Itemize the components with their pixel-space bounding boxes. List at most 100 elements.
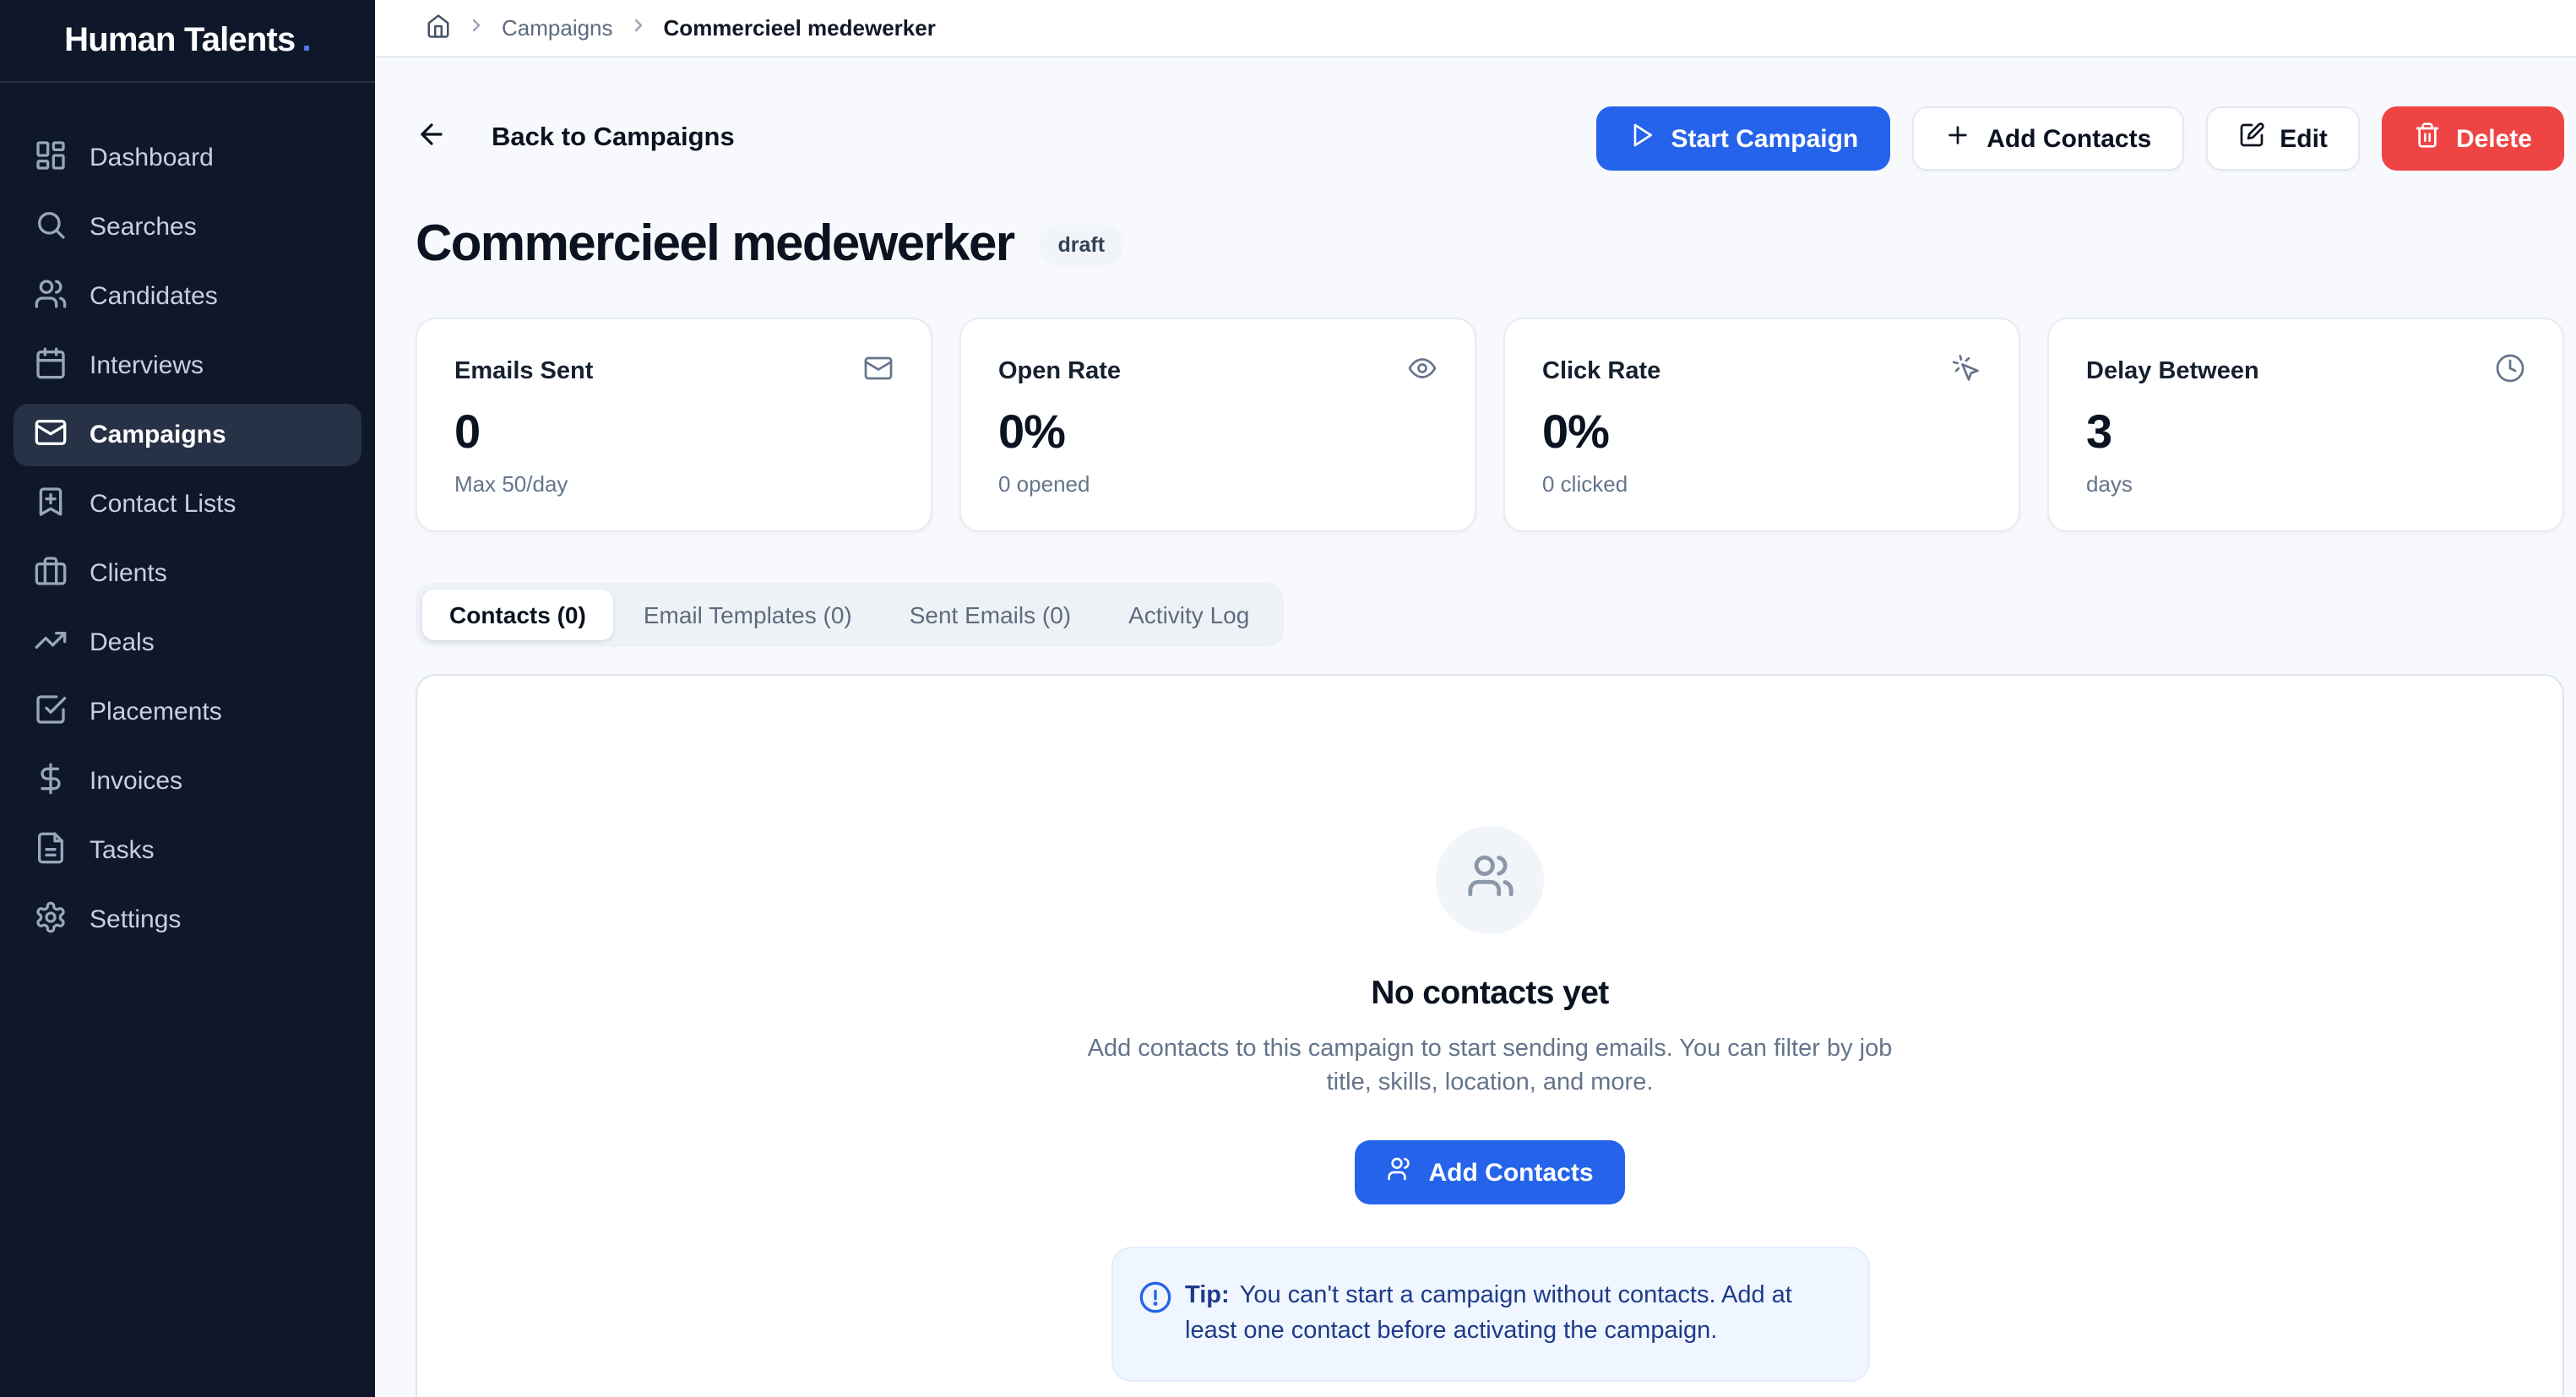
sidebar-item-label: Campaigns: [90, 421, 226, 449]
calendar-icon: [34, 345, 68, 386]
brand-logo: Human Talents.: [0, 0, 375, 83]
sidebar-item-searches[interactable]: Searches: [14, 196, 361, 258]
sidebar-item-label: Searches: [90, 213, 197, 242]
users-icon: [34, 276, 68, 317]
page-title: Commercieel medewerker: [416, 216, 1015, 272]
stat-cards: Emails Sent 0 Max 50/day Open Rate 0% 0 …: [416, 318, 2564, 532]
empty-state-title: No contacts yet: [1371, 975, 1609, 1012]
user-plus-icon: [1387, 1155, 1414, 1189]
page-content: Back to Campaigns Start Campaign Add Con…: [375, 57, 2576, 1397]
file-text-icon: [34, 830, 68, 871]
empty-state-avatar: [1436, 826, 1544, 934]
tab-contacts[interactable]: Contacts (0): [422, 590, 613, 640]
eye-icon: [1407, 353, 1437, 390]
edit-button[interactable]: Edit: [2205, 106, 2360, 171]
sidebar-item-label: Candidates: [90, 282, 218, 311]
users-icon: [1465, 851, 1514, 909]
sidebar-item-label: Contact Lists: [90, 490, 236, 519]
play-icon: [1629, 122, 1656, 155]
status-badge: draft: [1039, 225, 1124, 265]
tip-label: Tip:: [1185, 1282, 1236, 1309]
stat-subtext: 0 clicked: [1542, 471, 1628, 497]
mail-icon: [34, 415, 68, 455]
sidebar-nav: Dashboard Searches Candidates Interviews…: [0, 83, 375, 958]
stat-card-click-rate: Click Rate 0% 0 clicked: [1503, 318, 2020, 532]
title-row: Commercieel medewerker draft: [416, 216, 2564, 274]
alert-circle-icon: [1138, 1279, 1171, 1323]
brand-accent-dot: .: [302, 21, 312, 58]
gear-icon: [34, 900, 68, 940]
sidebar-item-tasks[interactable]: Tasks: [14, 819, 361, 882]
stat-card-open-rate: Open Rate 0% 0 opened: [959, 318, 1476, 532]
page-header: Back to Campaigns Start Campaign Add Con…: [416, 106, 2564, 171]
sidebar-item-clients[interactable]: Clients: [14, 542, 361, 605]
check-square-icon: [34, 692, 68, 732]
tab-activity-log[interactable]: Activity Log: [1128, 601, 1250, 628]
sidebar-item-label: Clients: [90, 559, 167, 588]
sidebar-item-campaigns[interactable]: Campaigns: [14, 404, 361, 466]
stat-title: Emails Sent: [454, 358, 594, 385]
stat-value: 3: [2086, 405, 2112, 458]
edit-pencil-icon: [2237, 122, 2264, 155]
trending-up-icon: [34, 622, 68, 663]
briefcase-icon: [34, 553, 68, 594]
mouse-pointer-click-icon: [1951, 353, 1981, 390]
brand-name: Human Talents: [64, 21, 296, 58]
tip-banner: Tip: You can't start a campaign without …: [1111, 1247, 1869, 1382]
stat-value: 0%: [998, 405, 1066, 458]
home-icon[interactable]: [426, 13, 451, 43]
add-contacts-button[interactable]: Add Contacts: [1912, 106, 2184, 171]
stat-value: 0%: [1542, 405, 1610, 458]
stat-subtext: days: [2086, 471, 2133, 497]
plus-icon: [1944, 122, 1971, 155]
tip-text: Tip: You can't start a campaign without …: [1185, 1282, 1792, 1345]
chevron-right-icon: [466, 15, 486, 41]
sidebar: Human Talents. Dashboard Searches Candid…: [0, 0, 375, 1397]
stat-title: Click Rate: [1542, 358, 1661, 385]
contacts-panel: No contacts yet Add contacts to this cam…: [416, 674, 2564, 1397]
sidebar-item-label: Interviews: [90, 351, 204, 380]
sidebar-item-label: Deals: [90, 628, 155, 657]
tab-email-templates[interactable]: Email Templates (0): [643, 601, 852, 628]
dollar-sign-icon: [34, 761, 68, 802]
sidebar-item-label: Dashboard: [90, 144, 214, 172]
tab-bar: Contacts (0) Email Templates (0) Sent Em…: [416, 583, 1284, 647]
tab-sent-emails[interactable]: Sent Emails (0): [909, 601, 1072, 628]
delete-button[interactable]: Delete: [2381, 106, 2564, 171]
sidebar-item-interviews[interactable]: Interviews: [14, 334, 361, 397]
back-to-campaigns-link[interactable]: Back to Campaigns: [416, 118, 735, 159]
mail-icon: [863, 353, 894, 390]
layout-dashboard-icon: [34, 138, 68, 178]
stat-subtext: Max 50/day: [454, 471, 568, 497]
breadcrumb-campaigns[interactable]: Campaigns: [502, 15, 613, 41]
stat-value: 0: [454, 405, 481, 458]
trash-icon: [2414, 122, 2441, 155]
search-icon: [34, 207, 68, 247]
breadcrumb: Campaigns Commercieel medewerker: [375, 0, 2576, 57]
start-campaign-button[interactable]: Start Campaign: [1596, 106, 1891, 171]
stat-title: Open Rate: [998, 358, 1122, 385]
sidebar-item-label: Placements: [90, 698, 222, 726]
stat-title: Delay Between: [2086, 358, 2259, 385]
sidebar-item-label: Tasks: [90, 836, 155, 865]
sidebar-item-invoices[interactable]: Invoices: [14, 750, 361, 813]
sidebar-item-settings[interactable]: Settings: [14, 889, 361, 951]
sidebar-item-placements[interactable]: Placements: [14, 681, 361, 743]
sidebar-item-label: Settings: [90, 905, 182, 934]
back-label: Back to Campaigns: [492, 123, 735, 152]
arrow-left-icon: [416, 118, 448, 159]
clock-icon: [2495, 353, 2525, 390]
add-contacts-empty-button[interactable]: Add Contacts: [1354, 1140, 1626, 1204]
sidebar-item-contact-lists[interactable]: Contact Lists: [14, 473, 361, 535]
stat-card-emails-sent: Emails Sent 0 Max 50/day: [416, 318, 932, 532]
stat-card-delay-between: Delay Between 3 days: [2047, 318, 2564, 532]
sidebar-item-candidates[interactable]: Candidates: [14, 265, 361, 328]
bookmark-plus-icon: [34, 484, 68, 525]
header-actions: Start Campaign Add Contacts Edit Delete: [1596, 106, 2564, 171]
chevron-right-icon: [628, 15, 649, 41]
stat-subtext: 0 opened: [998, 471, 1090, 497]
sidebar-item-deals[interactable]: Deals: [14, 612, 361, 674]
empty-state-description: Add contacts to this campaign to start s…: [1087, 1036, 1893, 1096]
sidebar-item-dashboard[interactable]: Dashboard: [14, 127, 361, 189]
